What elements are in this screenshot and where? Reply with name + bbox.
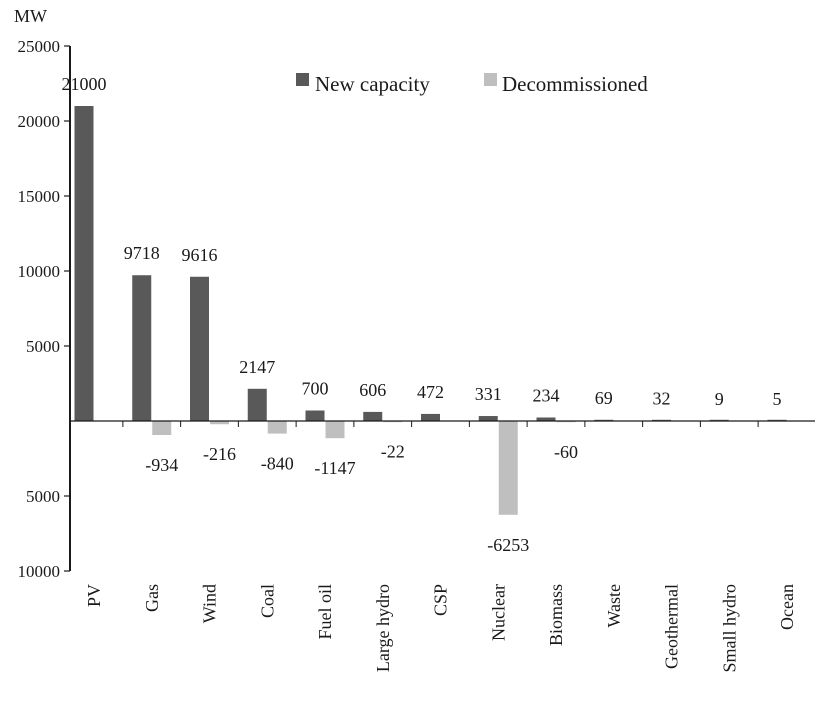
data-label-new-capacity: 9616 [182, 245, 218, 265]
x-category-label: Coal [257, 584, 277, 618]
x-category-label: Geothermal [662, 584, 682, 669]
y-tick-label: 5000 [26, 487, 60, 506]
data-label-new-capacity: 472 [417, 382, 444, 402]
data-label-new-capacity: 21000 [62, 74, 107, 94]
legend-label-new-capacity: New capacity [315, 72, 430, 96]
bar-new-capacity [132, 275, 152, 421]
bar-decommissioned [498, 421, 518, 515]
data-label-new-capacity: 9718 [124, 243, 160, 263]
data-label-decommissioned: -60 [554, 442, 578, 462]
data-label-new-capacity: 700 [302, 379, 329, 399]
x-category-label: Small hydro [719, 584, 739, 673]
legend-label-decommissioned: Decommissioned [502, 72, 648, 96]
data-label-new-capacity: 2147 [239, 357, 275, 377]
y-tick-label: 25000 [18, 37, 61, 56]
x-category-label: Waste [604, 584, 624, 628]
x-category-label: Wind [200, 584, 220, 623]
bar-decommissioned [267, 421, 287, 434]
x-axis-category-labels: PV Gas Wind Coal Fuel oil Large hydro CSP Nucle… [84, 421, 797, 673]
bar-new-capacity [536, 417, 556, 421]
y-axis-unit-label: MW [14, 6, 47, 26]
data-label-new-capacity: 234 [533, 385, 560, 405]
x-category-label: Biomass [546, 584, 566, 646]
data-label-new-capacity: 69 [595, 388, 613, 408]
bars: 21000 9718 -934 9616 -216 2147 -840 700 -1147 606… [62, 74, 787, 555]
bar-decommissioned [152, 421, 172, 436]
data-label-new-capacity: 606 [359, 380, 386, 400]
data-label-decommissioned: -840 [261, 454, 294, 474]
data-label-decommissioned: -934 [145, 455, 178, 475]
legend-swatch-new-capacity [296, 73, 309, 86]
x-category-label: Nuclear [488, 584, 508, 641]
x-category-label: PV [84, 584, 104, 607]
data-label-new-capacity: 5 [773, 389, 782, 409]
y-tick-label: 20000 [18, 112, 61, 131]
y-axis-ticks: 25000 20000 15000 10000 5000 5000 10000 [18, 37, 70, 581]
data-label-new-capacity: 9 [715, 389, 724, 409]
y-tick-label: 10000 [18, 562, 61, 581]
data-label-decommissioned: -216 [203, 444, 236, 464]
data-label-decommissioned: -22 [381, 441, 405, 461]
bar-new-capacity [478, 416, 498, 421]
y-tick-label: 5000 [26, 337, 60, 356]
legend: New capacity Decommissioned [296, 72, 648, 96]
x-category-label: Gas [142, 584, 162, 612]
data-label-new-capacity: 32 [653, 389, 671, 409]
y-tick-label: 10000 [18, 262, 61, 281]
x-category-label: CSP [431, 584, 451, 616]
bar-new-capacity [190, 276, 209, 421]
x-category-label: Large hydro [373, 584, 393, 672]
bar-decommissioned [210, 421, 229, 425]
y-tick-label: 15000 [18, 187, 61, 206]
data-label-new-capacity: 331 [475, 384, 502, 404]
x-category-label: Fuel oil [315, 584, 335, 640]
data-label-decommissioned: -1147 [314, 458, 355, 478]
data-label-decommissioned: -6253 [487, 535, 529, 555]
bar-new-capacity [74, 106, 94, 421]
bar-new-capacity [363, 411, 383, 421]
bar-new-capacity [305, 410, 325, 421]
legend-swatch-decommissioned [484, 73, 497, 86]
bar-new-capacity [421, 413, 440, 421]
bar-new-capacity [247, 388, 267, 421]
bar-decommissioned [325, 421, 345, 439]
x-category-label: Ocean [777, 584, 797, 630]
